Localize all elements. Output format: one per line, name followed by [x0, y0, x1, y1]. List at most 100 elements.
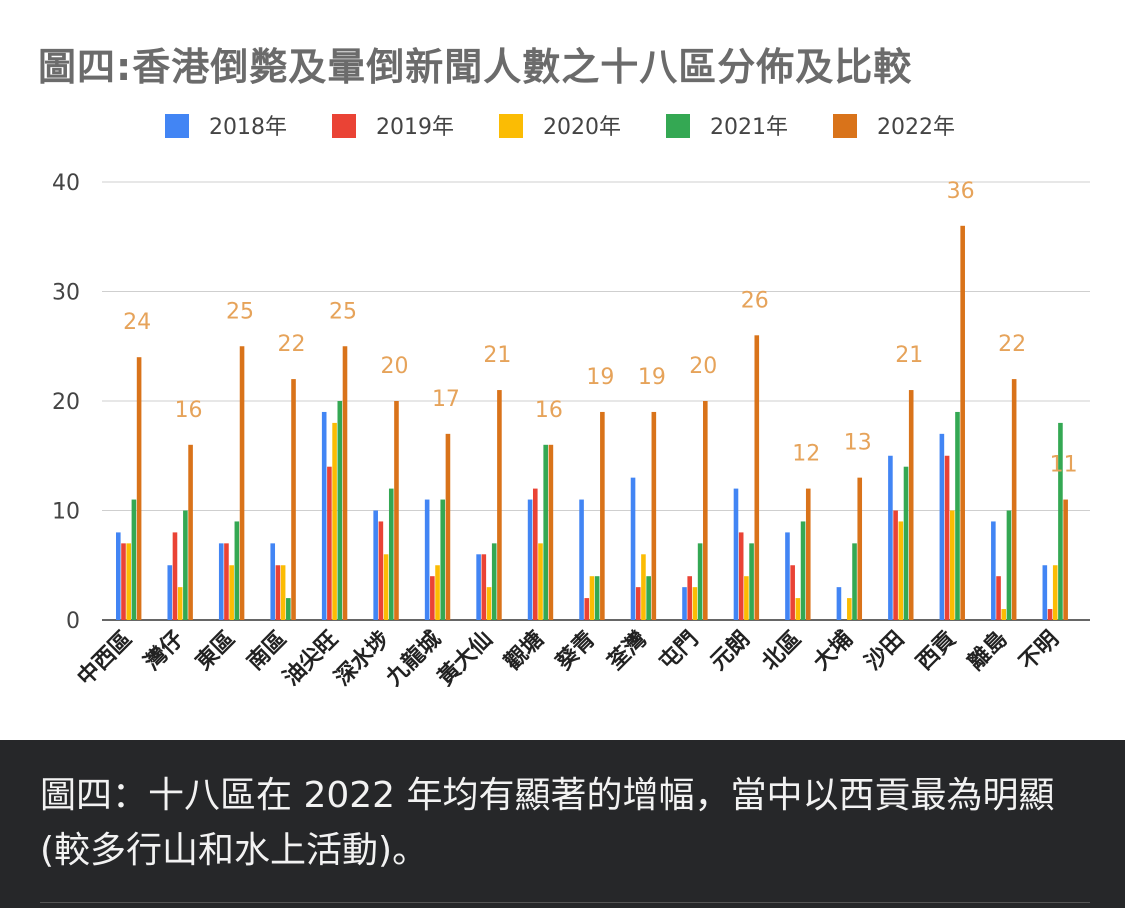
bar-2018年 [939, 433, 945, 620]
bar-2022年 [188, 444, 193, 620]
bar-2019年 [584, 598, 590, 620]
bar-2022年 [239, 346, 245, 620]
y-tick-label: 30 [52, 281, 80, 306]
bar-2018年 [424, 499, 430, 620]
bar-2021年 [749, 543, 754, 620]
bar-2022年 [754, 335, 760, 620]
bar-2021年 [388, 488, 394, 620]
bar-2018年 [527, 499, 533, 620]
x-tick-label: 西貢 [912, 627, 961, 676]
legend-swatch [165, 114, 189, 138]
bar-2021年 [903, 466, 909, 620]
bar-2021年 [234, 521, 240, 620]
bar-2018年 [888, 455, 893, 620]
bar-2019年 [430, 576, 435, 620]
bar-2021年 [852, 543, 857, 620]
bar-2022年 [857, 477, 863, 620]
bar-2020年 [280, 565, 286, 620]
bar-2022年 [960, 225, 965, 621]
x-tick-label: 觀塘 [500, 626, 550, 676]
data-label: 17 [432, 387, 460, 412]
bar-2019年 [790, 565, 795, 620]
data-label: 11 [1050, 453, 1078, 478]
bar-2019年 [327, 466, 332, 620]
bar-2021年 [955, 411, 960, 620]
bar-2020年 [692, 587, 698, 620]
x-tick-label: 九龍城 [380, 626, 446, 692]
bar-2020年 [1001, 609, 1007, 620]
caption-divider [40, 902, 1090, 903]
bar-2018年 [733, 488, 739, 620]
legend-swatch [499, 114, 523, 138]
bar-2021年 [337, 401, 343, 620]
bar-2018年 [373, 510, 378, 620]
bar-2020年 [641, 554, 646, 620]
legend-swatch [332, 114, 356, 138]
bar-2021年 [543, 444, 548, 620]
legend-label: 2021年 [710, 115, 788, 140]
bar-2022年 [394, 401, 399, 620]
bar-2021年 [697, 543, 703, 620]
x-tick-label: 元朗 [706, 627, 755, 676]
bar-2021年 [491, 543, 497, 620]
bar-2022年 [136, 357, 142, 620]
bar-2020年 [1052, 565, 1058, 620]
bar-2018年 [167, 565, 173, 620]
bar-2018年 [116, 532, 121, 620]
bar-2020年 [795, 598, 801, 620]
bar-2018年 [579, 499, 584, 620]
legend-swatch [833, 114, 857, 138]
data-label: 19 [586, 365, 614, 390]
x-tick-label: 沙田 [861, 627, 910, 676]
data-label: 16 [535, 398, 563, 423]
bar-2019年 [224, 543, 229, 620]
bar-2018年 [218, 543, 224, 620]
bar-2020年 [538, 543, 543, 620]
bar-2022年 [1063, 499, 1068, 620]
bar-2019年 [996, 576, 1001, 620]
data-label: 25 [329, 299, 357, 324]
data-label: 20 [380, 354, 408, 379]
bar-2019年 [121, 543, 126, 620]
bar-2021年 [440, 499, 446, 620]
bar-2021年 [1058, 422, 1063, 620]
bar-2018年 [630, 477, 636, 620]
x-tick-label: 中西區 [73, 627, 137, 691]
bar-2020年 [744, 576, 749, 620]
bar-2020年 [847, 598, 852, 620]
bar-2018年 [270, 543, 276, 620]
bar-2020年 [898, 521, 904, 620]
caption-panel: 圖四：十八區在 2022 年均有顯著的增幅，當中以西貢最為明顯 (較多行山和水上… [0, 740, 1125, 908]
bar-2019年 [1047, 609, 1053, 620]
bar-2018年 [991, 521, 996, 620]
bar-2019年 [893, 510, 898, 620]
bar-2019年 [738, 532, 744, 620]
bar-chart: 0 10 20 30 40 2018年 2019年 2020年 2021年 2022年 24 中西區 1… [52, 114, 1090, 692]
legend-label: 2020年 [543, 115, 621, 140]
bar-2019年 [687, 576, 693, 620]
x-tick-label: 不明 [1015, 627, 1064, 676]
data-label: 16 [175, 398, 203, 423]
x-tick-label: 黃大仙 [432, 626, 497, 691]
y-tick-label: 10 [52, 500, 80, 525]
legend-label: 2018年 [209, 115, 287, 140]
x-tick-label: 屯門 [654, 626, 704, 676]
bar-2020年 [383, 554, 389, 620]
bar-2019年 [532, 488, 538, 620]
chart-area: 圖四:香港倒斃及暈倒新聞人數之十八區分佈及比較 0 10 20 30 40 2018年 20… [38, 45, 1090, 692]
x-tick-label: 深水埗 [330, 627, 394, 691]
bar-2018年 [476, 554, 481, 620]
data-label: 12 [792, 442, 820, 467]
x-tick-label: 葵青 [551, 627, 601, 677]
bar-2018年 [1042, 565, 1048, 620]
bar-2020年 [229, 565, 234, 620]
bar-2022年 [291, 379, 296, 620]
chart-title: 圖四:香港倒斃及暈倒新聞人數之十八區分佈及比較 [38, 45, 913, 89]
x-tick-label: 東區 [191, 627, 240, 676]
data-label: 24 [123, 310, 151, 335]
bar-2022年 [600, 411, 605, 620]
legend-label: 2019年 [376, 115, 454, 140]
x-tick-label: 油尖旺 [279, 627, 343, 691]
data-label: 22 [998, 332, 1026, 357]
legend-label: 2022年 [877, 115, 955, 140]
